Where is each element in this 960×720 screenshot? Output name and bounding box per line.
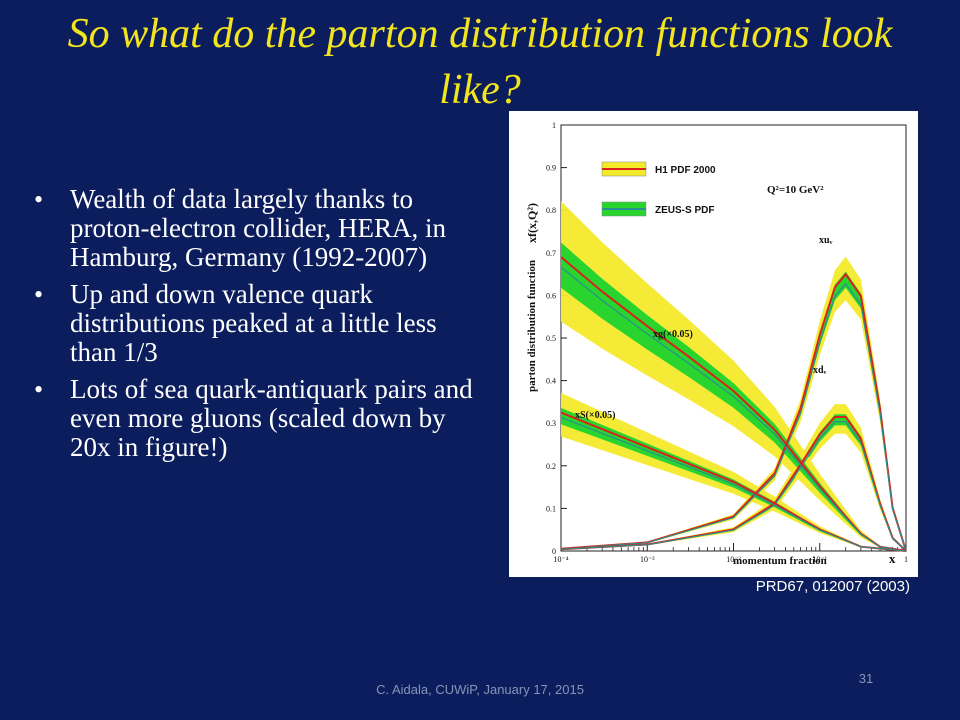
pdf-chart: 0 0.1 0.2 0.3 0.4 0.5 0.6 0.7 0.8 0.9 1 10⁻⁴ 10⁻³ 10⁻… (525, 121, 908, 567)
bullet-item: • Up and down valence quark distributions… (34, 280, 474, 367)
bullet-dot-icon: • (34, 280, 44, 309)
y-tick-label: 0.1 (546, 504, 556, 513)
y-tick-label: 0.2 (546, 462, 556, 471)
x-tick-label: 10⁻² (726, 555, 741, 564)
y-tick-label: 1 (552, 121, 556, 130)
q2-annotation: Q²=10 GeV² (767, 184, 824, 196)
legend-label: ZEUS-S PDF (655, 205, 714, 216)
bullet-item: • Wealth of data largely thanks to proton… (34, 185, 474, 272)
bullet-item: • Lots of sea quark-antiquark pairs and e… (34, 375, 474, 462)
x-tick-label: 10⁻¹ (812, 555, 827, 564)
bullet-text: Up and down valence quark distributions … (70, 279, 437, 367)
x-tick-label: 10⁻³ (640, 555, 655, 564)
h1-band (561, 392, 906, 551)
legend-label: H1 PDF 2000 (655, 165, 716, 176)
bullet-list: • Wealth of data largely thanks to proton… (34, 185, 474, 470)
x-tick-label: 1 (904, 555, 908, 564)
pdf-figure: 0 0.1 0.2 0.3 0.4 0.5 0.6 0.7 0.8 0.9 1 10⁻⁴ 10⁻³ 10⁻… (509, 111, 918, 577)
y-tick-label: 0.5 (546, 334, 556, 343)
figure-caption: PRD67, 012007 (2003) (755, 578, 910, 595)
zeus-central-line (560, 421, 907, 552)
series-label: xuᵥ (819, 235, 833, 246)
series-label: xS(×0.05) (575, 410, 615, 421)
slide-title: So what do the parton distribution funct… (67, 11, 893, 113)
zeus-central-line (560, 416, 907, 552)
x-tick-label: 10⁻⁴ (553, 555, 568, 564)
y-tick-label: 0.9 (546, 164, 556, 173)
series-label: xdᵥ (813, 365, 827, 376)
bullet-text: Wealth of data largely thanks to proton-… (70, 184, 447, 272)
zeus-band (561, 407, 906, 551)
page-number: 31 (858, 671, 874, 686)
h1-band (561, 256, 906, 551)
zeus-central-line (560, 266, 907, 552)
y-tick-label: 0.4 (546, 377, 556, 386)
x-axis-label: momentum fraction (733, 555, 827, 567)
bullet-text: Lots of sea quark-antiquark pairs and ev… (70, 374, 473, 462)
y-tick-label: 0.8 (546, 206, 556, 215)
bullet-dot-icon: • (34, 185, 44, 214)
h1-band (561, 201, 906, 551)
bullet-dot-icon: • (34, 375, 44, 404)
slide-footer: C. Aidala, CUWiP, January 17, 2015 (376, 682, 584, 697)
y-axis-symbol: xf(x,Q²) (525, 203, 539, 243)
y-tick-label: 0.7 (546, 249, 556, 258)
y-axis-label: parton distribution function (526, 260, 538, 392)
zeus-central-line (560, 282, 907, 552)
series-label: xg(×0.05) (653, 329, 693, 340)
y-tick-label: 0 (552, 547, 556, 556)
y-tick-label: 0.3 (546, 419, 556, 428)
x-axis-symbol: x (889, 551, 896, 566)
y-tick-label: 0.6 (546, 291, 556, 300)
